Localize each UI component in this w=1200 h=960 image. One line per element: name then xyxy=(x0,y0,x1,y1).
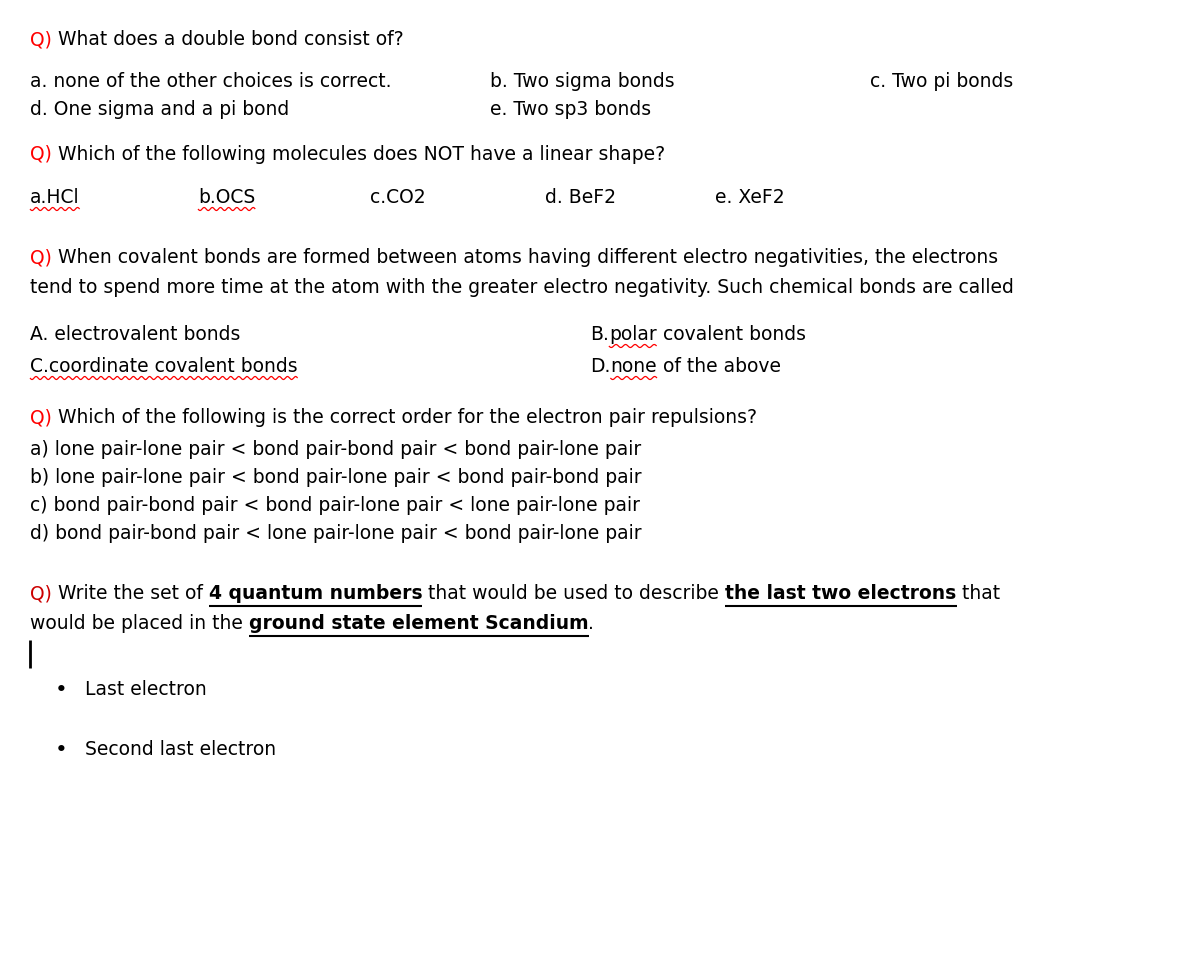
Text: e. Two sp3 bonds: e. Two sp3 bonds xyxy=(490,100,652,119)
Text: a. none of the other choices is correct.: a. none of the other choices is correct. xyxy=(30,72,391,91)
Text: B.: B. xyxy=(590,325,608,344)
Text: •: • xyxy=(55,740,67,760)
Text: that would be used to describe: that would be used to describe xyxy=(422,584,725,603)
Text: the last two electrons: the last two electrons xyxy=(725,584,956,603)
Text: Write the set of: Write the set of xyxy=(52,584,209,603)
Text: Q): Q) xyxy=(30,584,52,603)
Text: tend to spend more time at the atom with the greater electro negativity. Such ch: tend to spend more time at the atom with… xyxy=(30,278,1014,297)
Text: ground state element Scandium: ground state element Scandium xyxy=(248,614,588,633)
Text: polar: polar xyxy=(608,325,656,344)
Text: Q): Q) xyxy=(30,408,52,427)
Text: Second last electron: Second last electron xyxy=(85,740,276,759)
Text: Which of the following molecules does NOT have a linear shape?: Which of the following molecules does NO… xyxy=(52,145,665,164)
Text: C.coordinate covalent bonds: C.coordinate covalent bonds xyxy=(30,357,298,376)
Text: that: that xyxy=(956,584,1001,603)
Text: When covalent bonds are formed between atoms having different electro negativiti: When covalent bonds are formed between a… xyxy=(52,248,998,267)
Text: c) bond pair-bond pair < bond pair-lone pair < lone pair-lone pair: c) bond pair-bond pair < bond pair-lone … xyxy=(30,496,640,515)
Text: covalent bonds: covalent bonds xyxy=(656,325,805,344)
Text: of the above: of the above xyxy=(658,357,781,376)
Text: a) lone pair-lone pair < bond pair-bond pair < bond pair-lone pair: a) lone pair-lone pair < bond pair-bond … xyxy=(30,440,641,459)
Text: c. Two pi bonds: c. Two pi bonds xyxy=(870,72,1013,91)
Text: b. Two sigma bonds: b. Two sigma bonds xyxy=(490,72,674,91)
Text: Last electron: Last electron xyxy=(85,680,206,699)
Text: c.CO2: c.CO2 xyxy=(370,188,426,207)
Text: a.HCl: a.HCl xyxy=(30,188,79,207)
Text: Which of the following is the correct order for the electron pair repulsions?: Which of the following is the correct or… xyxy=(52,408,757,427)
Text: What does a double bond consist of?: What does a double bond consist of? xyxy=(52,30,403,49)
Text: none: none xyxy=(611,357,658,376)
Text: b.OCS: b.OCS xyxy=(198,188,256,207)
Text: Q): Q) xyxy=(30,30,52,49)
Text: b) lone pair-lone pair < bond pair-lone pair < bond pair-bond pair: b) lone pair-lone pair < bond pair-lone … xyxy=(30,468,642,487)
Text: Q): Q) xyxy=(30,145,52,164)
Text: A. electrovalent bonds: A. electrovalent bonds xyxy=(30,325,240,344)
Text: e. XeF2: e. XeF2 xyxy=(715,188,785,207)
Text: •: • xyxy=(55,680,67,700)
Text: d. One sigma and a pi bond: d. One sigma and a pi bond xyxy=(30,100,289,119)
Text: 4 quantum numbers: 4 quantum numbers xyxy=(209,584,422,603)
Text: d. BeF2: d. BeF2 xyxy=(545,188,616,207)
Text: D.: D. xyxy=(590,357,611,376)
Text: d) bond pair-bond pair < lone pair-lone pair < bond pair-lone pair: d) bond pair-bond pair < lone pair-lone … xyxy=(30,524,642,543)
Text: would be placed in the: would be placed in the xyxy=(30,614,248,633)
Text: Q): Q) xyxy=(30,248,52,267)
Text: .: . xyxy=(588,614,594,633)
